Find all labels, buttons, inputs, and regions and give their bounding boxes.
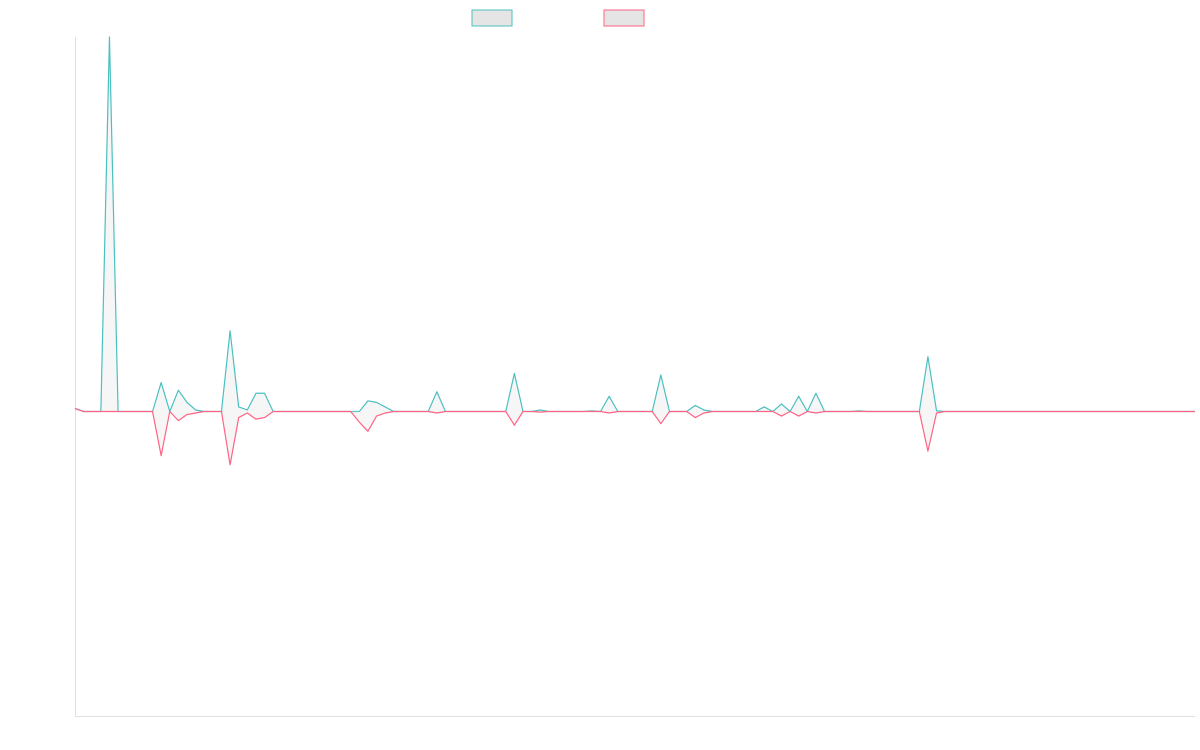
legend-swatch-series-1 — [471, 9, 513, 27]
legend-item-series-2[interactable] — [603, 9, 645, 27]
legend[interactable] — [471, 9, 645, 27]
series-2-area — [75, 408, 1195, 465]
series-2-line[interactable] — [74, 407, 1195, 466]
plot-area — [74, 36, 1195, 466]
axes — [75, 37, 1195, 717]
legend-swatch-series-2 — [603, 9, 645, 27]
series-1-line[interactable] — [74, 36, 1195, 413]
series-1-area — [75, 37, 1195, 412]
legend-item-series-1[interactable] — [471, 9, 513, 27]
